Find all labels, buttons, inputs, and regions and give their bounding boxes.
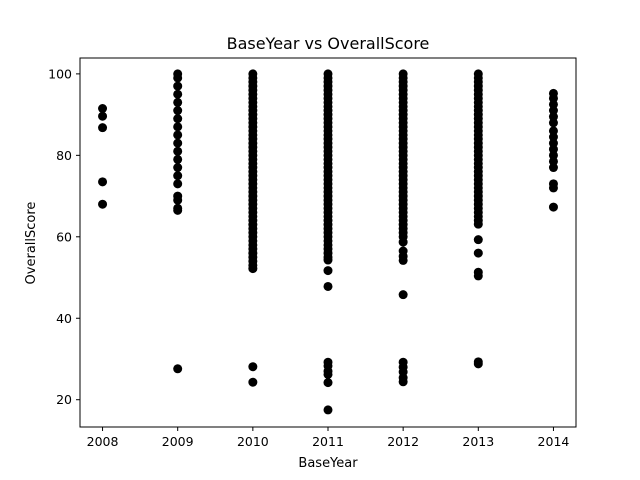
data-point xyxy=(98,104,108,114)
x-tick-label: 2008 xyxy=(87,434,119,449)
x-axis-label: BaseYear xyxy=(298,456,358,471)
x-tick-label: 2012 xyxy=(387,434,419,449)
x-axis-ticks: 2008 2009 2010 2011 2012 2013 2014 xyxy=(87,427,570,449)
data-point xyxy=(98,177,108,187)
y-tick-label: 60 xyxy=(56,229,72,244)
data-point xyxy=(398,255,408,265)
data-point xyxy=(323,281,333,291)
y-axis-ticks: 20 40 60 80 100 xyxy=(48,66,80,407)
data-point xyxy=(323,266,333,276)
data-point xyxy=(173,106,183,116)
data-point xyxy=(173,73,183,83)
data-point xyxy=(548,183,558,193)
data-point xyxy=(173,130,183,140)
data-point xyxy=(173,205,183,215)
data-point xyxy=(398,237,408,247)
data-point xyxy=(473,248,483,258)
data-point xyxy=(173,114,183,124)
data-point xyxy=(173,81,183,91)
y-tick-label: 20 xyxy=(56,392,72,407)
data-point xyxy=(473,235,483,245)
data-point xyxy=(173,146,183,156)
y-axis-label: OverallScore xyxy=(24,202,39,285)
data-point xyxy=(98,123,108,133)
data-point xyxy=(173,97,183,107)
x-tick-label: 2014 xyxy=(538,434,570,449)
x-tick-label: 2011 xyxy=(312,434,344,449)
data-point xyxy=(173,179,183,189)
data-point xyxy=(173,89,183,99)
y-tick-label: 80 xyxy=(56,148,72,163)
data-point xyxy=(323,405,333,415)
data-point xyxy=(548,118,558,128)
data-point xyxy=(548,202,558,212)
data-point xyxy=(473,271,483,281)
data-point xyxy=(323,369,333,379)
data-point xyxy=(173,154,183,164)
data-point xyxy=(98,199,108,209)
data-point xyxy=(173,171,183,181)
plot-frame xyxy=(79,57,577,428)
data-point xyxy=(173,138,183,148)
data-point xyxy=(248,264,258,274)
x-tick-label: 2013 xyxy=(462,434,494,449)
data-point xyxy=(398,377,408,387)
data-point xyxy=(548,163,558,173)
x-tick-label: 2009 xyxy=(162,434,194,449)
data-point xyxy=(473,359,483,369)
data-point xyxy=(323,378,333,388)
data-point xyxy=(173,195,183,205)
data-point xyxy=(173,163,183,173)
y-tick-label: 40 xyxy=(56,311,72,326)
data-point xyxy=(248,362,258,372)
data-point xyxy=(248,377,258,387)
x-tick-label: 2010 xyxy=(237,434,269,449)
data-point xyxy=(173,122,183,132)
data-point xyxy=(173,364,183,374)
chart-title: BaseYear vs OverallScore xyxy=(227,34,430,53)
data-point xyxy=(473,219,483,229)
data-point xyxy=(323,255,333,265)
data-point xyxy=(398,290,408,300)
points-layer xyxy=(98,69,558,415)
data-point xyxy=(98,111,108,121)
y-tick-label: 100 xyxy=(48,66,72,81)
